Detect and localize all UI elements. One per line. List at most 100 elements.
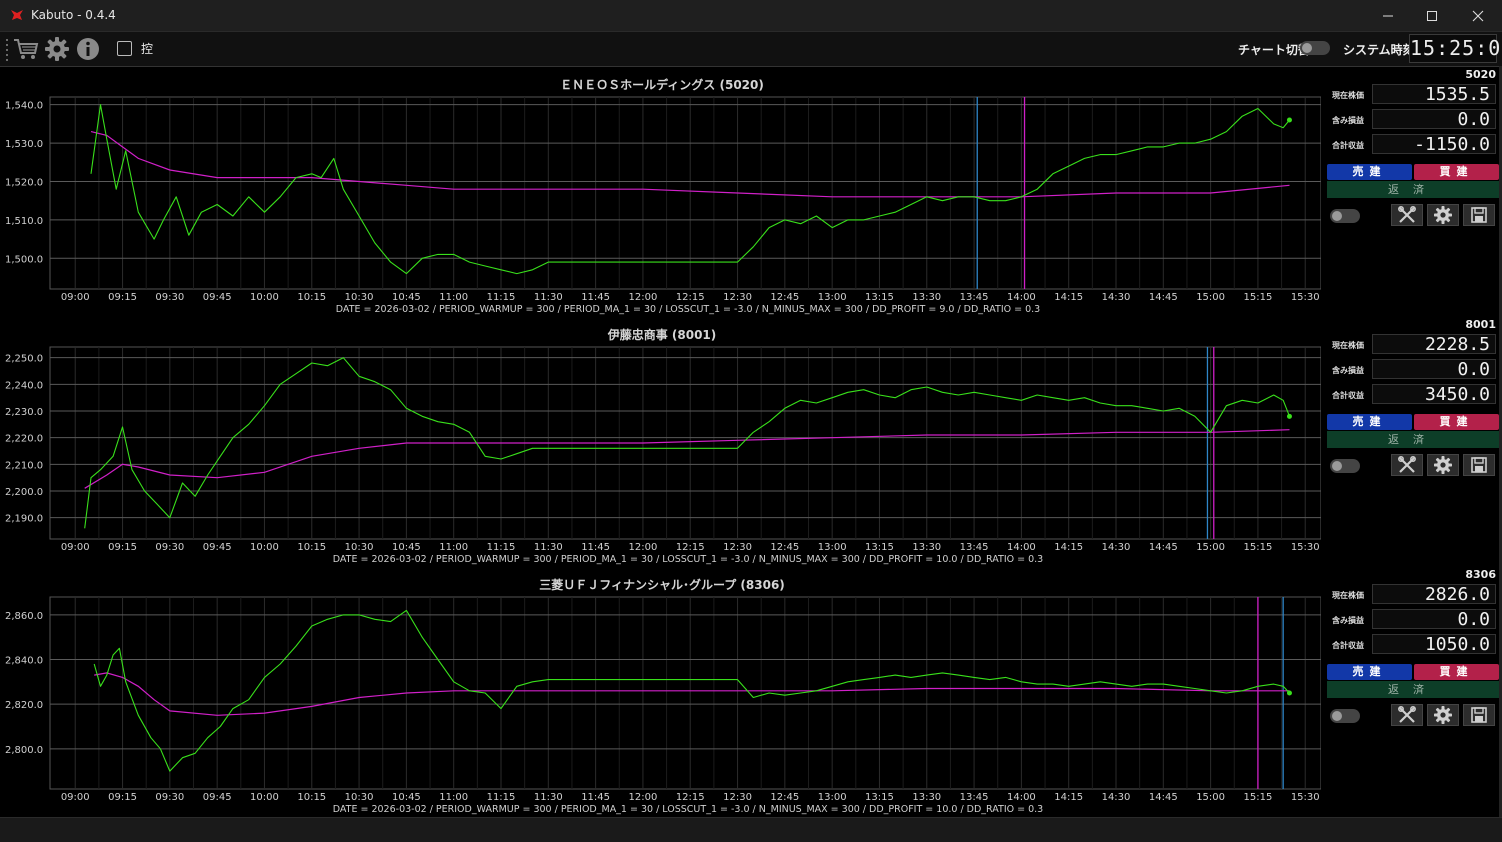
sell-open-button[interactable]: 売建 (1327, 664, 1412, 680)
x-tick-label: 10:30 (345, 542, 374, 553)
save-icon (1471, 707, 1487, 723)
unrealized-pl-field: 0.0 (1372, 609, 1496, 630)
system-time-display: 15:25:00 (1409, 34, 1502, 63)
auto-trade-toggle[interactable] (1330, 209, 1360, 223)
panel-settings-button[interactable] (1427, 704, 1459, 726)
y-tick-label: 2,200.0 (5, 487, 43, 498)
chart-footer-8306: DATE = 2026-03-02 / PERIOD_WARMUP = 300 … (332, 804, 1044, 815)
total-profit-field: 1050.0 (1372, 634, 1496, 655)
x-tick-label: 14:45 (1149, 542, 1178, 553)
x-tick-label: 12:15 (676, 792, 705, 803)
x-tick-label: 15:30 (1291, 542, 1320, 553)
minimize-button[interactable] (1365, 0, 1411, 31)
x-tick-label: 09:00 (61, 792, 90, 803)
settings-button[interactable] (44, 36, 70, 62)
tools-button[interactable] (1391, 704, 1423, 726)
current-price-label: 現在株価 (1332, 591, 1364, 600)
x-tick-label: 12:15 (676, 542, 705, 553)
close-icon (1472, 10, 1484, 21)
unrealized-pl-field: 0.0 (1372, 109, 1496, 130)
buy-open-button[interactable]: 買建 (1414, 164, 1499, 180)
repay-button[interactable]: 返済 (1327, 181, 1499, 198)
repay-button[interactable]: 返済 (1327, 681, 1499, 698)
stock-code: 8306 (1465, 568, 1496, 581)
x-tick-label: 10:45 (392, 792, 421, 803)
x-tick-label: 15:00 (1196, 792, 1225, 803)
x-tick-label: 13:30 (912, 542, 941, 553)
x-tick-label: 14:30 (1102, 792, 1131, 803)
save-button[interactable] (1463, 454, 1495, 476)
stock-code: 8001 (1465, 318, 1496, 331)
chart-5020[interactable]: 09:00 09:15 09:30 09:45 10:00 10:15 10:30 10:45… (3, 67, 1321, 317)
tools-button[interactable] (1391, 454, 1423, 476)
buy-open-button[interactable]: 買建 (1414, 664, 1499, 680)
x-tick-label: 11:30 (534, 792, 563, 803)
x-tick-label: 09:15 (108, 792, 137, 803)
chart-8001[interactable]: 09:00 09:15 09:30 09:45 10:00 10:15 10:30 10:45… (3, 317, 1321, 567)
cart-button[interactable] (13, 36, 39, 62)
x-tick-label: 15:15 (1244, 792, 1273, 803)
tools-button[interactable] (1391, 204, 1423, 226)
last-price-marker (1286, 690, 1292, 696)
x-tick-label: 11:45 (581, 792, 610, 803)
x-tick-label: 14:00 (1007, 542, 1036, 553)
panel-settings-button[interactable] (1427, 204, 1459, 226)
chart-8306[interactable]: 09:00 09:15 09:30 09:45 10:00 10:15 10:30 10:45… (3, 567, 1321, 817)
minimize-icon (1383, 15, 1393, 16)
auto-trade-toggle[interactable] (1330, 459, 1360, 473)
x-tick-label: 14:15 (1054, 292, 1083, 303)
sell-open-button[interactable]: 売建 (1327, 164, 1412, 180)
x-tick-label: 12:30 (723, 292, 752, 303)
x-tick-label: 10:00 (250, 292, 279, 303)
x-tick-label: 14:45 (1149, 292, 1178, 303)
toolbar-grip[interactable] (5, 35, 9, 63)
x-tick-label: 09:45 (203, 792, 232, 803)
y-tick-label: 1,520.0 (5, 177, 43, 188)
gear-icon (1434, 206, 1452, 224)
save-button[interactable] (1463, 204, 1495, 226)
y-tick-label: 1,510.0 (5, 216, 43, 227)
chart-title-5020: ＥＮＥＯＳホールディングス (5020) (560, 78, 764, 92)
y-tick-label: 2,210.0 (5, 460, 43, 471)
toolbar (0, 32, 1502, 67)
chart-footer-8001: DATE = 2026-03-02 / PERIOD_WARMUP = 300 … (332, 554, 1044, 565)
x-tick-label: 14:15 (1054, 792, 1083, 803)
auto-trade-toggle[interactable] (1330, 709, 1360, 723)
x-tick-label: 11:30 (534, 292, 563, 303)
hikae-checkbox[interactable] (117, 41, 132, 56)
total-profit-label: 合計収益 (1332, 641, 1364, 650)
x-tick-label: 14:00 (1007, 792, 1036, 803)
x-tick-label: 14:00 (1007, 292, 1036, 303)
x-tick-label: 09:45 (203, 542, 232, 553)
save-button[interactable] (1463, 704, 1495, 726)
moving-average-line (94, 672, 1290, 716)
chart-switch-toggle[interactable] (1300, 41, 1330, 55)
buy-open-button[interactable]: 買建 (1414, 414, 1499, 430)
info-button[interactable] (75, 36, 101, 62)
save-icon (1471, 457, 1487, 473)
maximize-button[interactable] (1409, 0, 1455, 31)
last-price-marker (1286, 413, 1292, 419)
x-tick-label: 11:00 (439, 292, 468, 303)
y-tick-label: 2,840.0 (5, 656, 43, 667)
chart-footer-5020: DATE = 2026-03-02 / PERIOD_WARMUP = 300 … (335, 304, 1041, 315)
x-tick-label: 12:15 (676, 292, 705, 303)
panel-settings-button[interactable] (1427, 454, 1459, 476)
total-profit-label: 合計収益 (1332, 391, 1364, 400)
x-tick-label: 11:15 (487, 292, 516, 303)
app-logo-icon (11, 10, 23, 20)
maximize-icon (1427, 10, 1437, 21)
x-tick-label: 13:30 (912, 292, 941, 303)
chart-area: ＥＮＥＯＳホールディングス (5020) DATE = 2026-03-02 /… (3, 67, 1321, 817)
repay-button[interactable]: 返済 (1327, 431, 1499, 448)
x-tick-label: 11:45 (581, 292, 610, 303)
close-button[interactable] (1455, 0, 1501, 31)
x-tick-label: 12:30 (723, 792, 752, 803)
x-tick-label: 10:00 (250, 792, 279, 803)
x-tick-label: 11:15 (487, 792, 516, 803)
y-tick-label: 1,500.0 (5, 254, 43, 265)
price-line (84, 357, 1291, 529)
x-tick-label: 09:45 (203, 292, 232, 303)
total-profit-field: -1150.0 (1372, 134, 1496, 155)
sell-open-button[interactable]: 売建 (1327, 414, 1412, 430)
